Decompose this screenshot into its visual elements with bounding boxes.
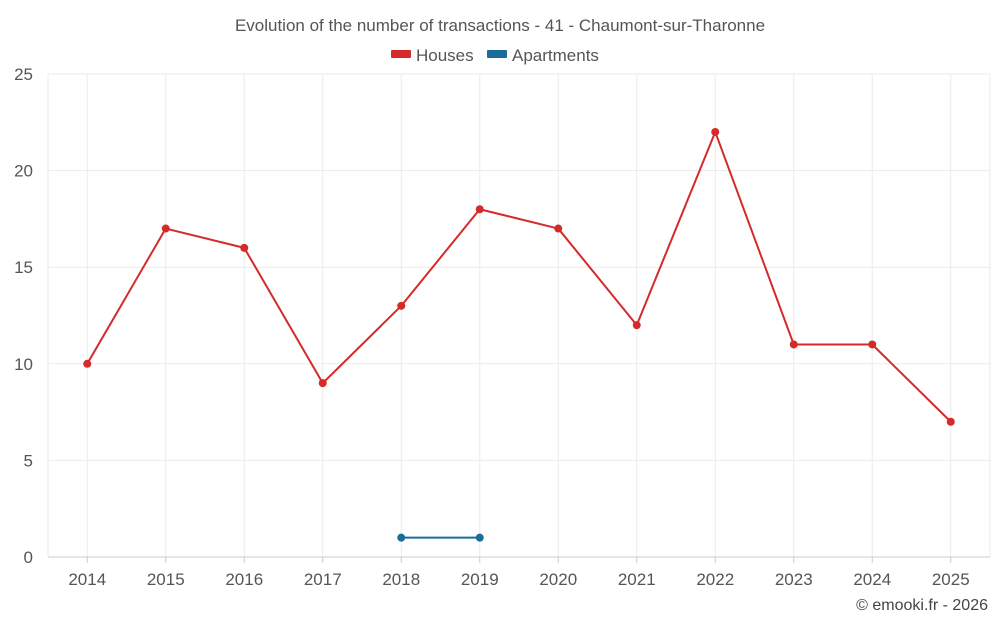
y-tick-label: 15	[14, 258, 33, 277]
x-tick-label: 2024	[853, 570, 891, 589]
data-point-houses-2024[interactable]	[868, 340, 877, 349]
y-tick-label: 0	[24, 548, 33, 567]
data-point-houses-2016[interactable]	[240, 243, 249, 252]
footer-credit: © emooki.fr - 2026	[856, 597, 988, 614]
data-point-houses-2018[interactable]	[397, 301, 406, 310]
x-tick-label: 2021	[618, 570, 656, 589]
data-point-houses-2020[interactable]	[554, 224, 563, 233]
y-tick-label: 5	[24, 451, 33, 470]
data-point-houses-2015[interactable]	[161, 224, 170, 233]
series-houses	[83, 127, 955, 426]
x-tick-label: 2023	[775, 570, 813, 589]
x-axis: 2014 2015 2016 2017 2018 2019 2020 2021 2022 2023…	[48, 556, 990, 589]
y-tick-label: 20	[14, 162, 33, 181]
x-tick-label: 2017	[304, 570, 342, 589]
y-tick-label: 10	[14, 355, 33, 374]
data-point-houses-2022[interactable]	[711, 127, 720, 136]
data-point-houses-2019[interactable]	[475, 205, 484, 214]
chart-grid	[47, 73, 991, 557]
legend-swatch-houses[interactable]	[391, 50, 411, 58]
legend-label-houses[interactable]: Houses	[416, 46, 474, 65]
chart-title: Evolution of the number of transactions …	[235, 16, 765, 35]
x-tick-label: 2020	[539, 570, 577, 589]
data-point-apartments-2018[interactable]	[397, 533, 406, 542]
y-tick-label: 25	[14, 65, 33, 84]
x-tick-label: 2018	[382, 570, 420, 589]
data-point-houses-2021[interactable]	[632, 321, 641, 330]
series-line-houses	[86, 130, 952, 423]
series-layer	[83, 127, 955, 542]
series-apartments	[397, 533, 484, 542]
data-point-houses-2023[interactable]	[789, 340, 798, 349]
x-tick-label: 2015	[147, 570, 185, 589]
y-axis: 0 5 10 15 20 25	[14, 65, 33, 567]
data-point-houses-2014[interactable]	[83, 359, 92, 368]
legend-swatch-apartments[interactable]	[487, 50, 507, 58]
x-tick-label: 2025	[932, 570, 970, 589]
x-tick-label: 2019	[461, 570, 499, 589]
x-tick-label: 2016	[225, 570, 263, 589]
legend-label-apartments[interactable]: Apartments	[512, 46, 599, 65]
x-tick-label: 2022	[696, 570, 734, 589]
data-point-houses-2025[interactable]	[946, 417, 955, 426]
chart-legend: Houses Apartments	[391, 46, 599, 65]
data-point-houses-2017[interactable]	[318, 379, 327, 388]
data-point-apartments-2019[interactable]	[475, 533, 484, 542]
x-tick-label: 2014	[68, 570, 106, 589]
